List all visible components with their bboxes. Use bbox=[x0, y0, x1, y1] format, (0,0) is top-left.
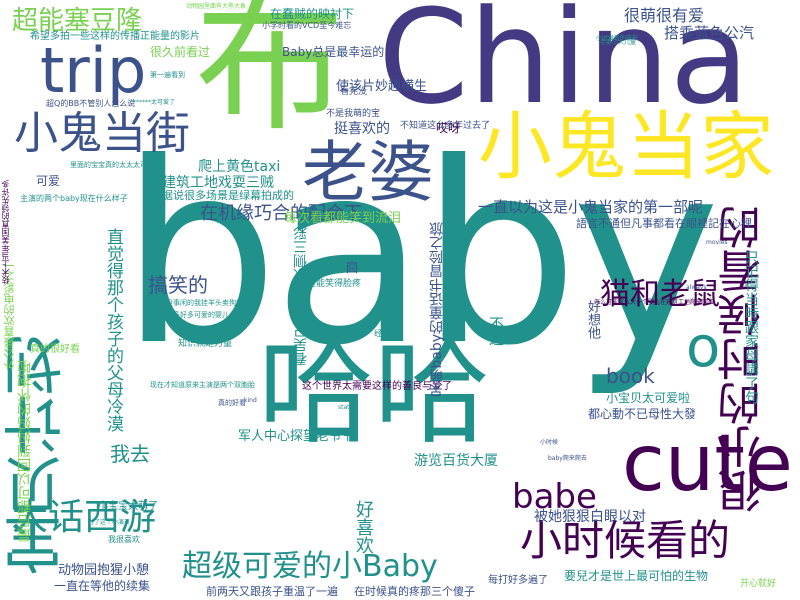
word-youxi: 游览百货大厦 bbox=[414, 453, 498, 469]
word-aiya: 哎呀 bbox=[436, 121, 461, 135]
word-jushuo: 据说很多场景是绿幕拍成的 bbox=[162, 189, 294, 202]
word-baby-zong: Baby总是最幸运的 bbox=[282, 45, 385, 59]
word-zhuanyi: 很久前看过 bbox=[150, 45, 211, 59]
word-henmeng: 很萌很有爱 bbox=[624, 6, 705, 25]
word-kandao: 看完没 bbox=[340, 87, 368, 97]
word-zhijue: 直觉得那个孩子的父母冷漠 bbox=[103, 228, 123, 432]
word-junren: 军人中心探望老爷爷 bbox=[238, 429, 356, 444]
word-haha: 哈哈 bbox=[258, 325, 490, 460]
word-xiwang: 希望多拍一些这样的传播正能量的影片 bbox=[30, 31, 200, 42]
word-xgdj-street: 小鬼当街 bbox=[14, 108, 190, 159]
word-zaizeige: 在蠢贼的映衬下 bbox=[270, 7, 355, 21]
word-yiqian: 一直以为这是小鬼当家的第一部呢 bbox=[478, 198, 704, 216]
word-gaoxiao: 搞笑的 bbox=[148, 273, 208, 297]
word-s21: 为了这个小演员 bbox=[88, 519, 131, 526]
word-s36: baby爬来爬去 bbox=[548, 455, 587, 462]
word-jiong: 囧 bbox=[346, 261, 359, 275]
word-haoxi: 好喜欢 bbox=[353, 500, 374, 554]
word-buguo: 不过 bbox=[487, 316, 505, 346]
word-s7: 里面的宝宝真的太太太可爱了 bbox=[70, 161, 161, 169]
word-yuyan: 語言不通但凡事都看在眼裡記在心裡 bbox=[576, 217, 752, 230]
word-xiaoshihou: 小时候看的 bbox=[520, 516, 731, 565]
word-yizhi: 一直在等他的续集 bbox=[54, 579, 151, 593]
word-book: book bbox=[606, 364, 655, 388]
word-s43: 小时候看的电影 bbox=[596, 35, 639, 42]
word-bu-zhidao: 不知道这么多年过去了 bbox=[400, 121, 491, 131]
word-chaoneng: 超能塞豆隆 bbox=[12, 6, 143, 36]
word-chaoji: 超级可爱的小Baby bbox=[182, 549, 438, 584]
word-cong: 呆萌baby的童话书冒险之旅 bbox=[429, 222, 445, 397]
word-s26: 怎么可能这么大一个婴儿在建筑工地爬来爬去 bbox=[594, 299, 715, 306]
word-china: China bbox=[378, 0, 750, 133]
word-mao: 猫和老鼠 bbox=[600, 277, 720, 312]
word-bushi: 不是我萌的宝 bbox=[326, 109, 381, 119]
word-s3: 老婆三大儿童 bbox=[600, 39, 637, 46]
word-trip: trip bbox=[40, 34, 147, 107]
word-xiaobaobei: 小宝贝太可爱啦 bbox=[606, 391, 691, 405]
word-s20: 第一遍看到 bbox=[150, 71, 185, 79]
word-mi: movies bbox=[706, 239, 728, 246]
word-always: always bbox=[686, 284, 707, 291]
word-s31: 经典 bbox=[374, 329, 390, 338]
word-bei-hen: 被她狠狠白眼以对 bbox=[534, 509, 646, 525]
word-zhizhiyou: 只记得当時跟家母講了句 bbox=[743, 250, 759, 404]
word-pa: 爬上黄色taxi bbox=[198, 159, 281, 175]
word-bu: 布 bbox=[195, 0, 346, 152]
word-kanzhe: 看吴只想給這家侧三彩 bbox=[293, 226, 309, 366]
word-shiyong: 使该片妙趣横生 bbox=[336, 79, 428, 94]
word-haoxiang: 好想他 bbox=[585, 300, 600, 339]
word-zhenai: 真的好看 bbox=[218, 399, 246, 407]
word-babe: babe bbox=[512, 477, 597, 517]
word-tingkeai: 挺喜欢的 bbox=[334, 121, 390, 137]
word-meiqing: 每打好多遍了 bbox=[488, 575, 548, 586]
word-s13: 知识就是力量 bbox=[178, 339, 233, 349]
word-s2: 小学时看的VCD至今难忘 bbox=[262, 21, 352, 30]
word-cute: cute bbox=[622, 419, 793, 509]
word-o: o bbox=[686, 315, 721, 380]
word-status: status bbox=[338, 404, 357, 411]
word-baby: baby bbox=[120, 109, 721, 400]
word-zuiqin: 最后都可以回到妈妈的怀抱啦 bbox=[17, 360, 33, 542]
word-s34: 小时候 bbox=[540, 439, 559, 446]
word-zhenda: 真的很好看 bbox=[30, 344, 80, 355]
word-s11: 好多好多可爱的婴儿 bbox=[166, 311, 229, 319]
word-woqu: 我去 bbox=[110, 442, 150, 466]
word-xgdj-right: 小鬼当家 bbox=[478, 104, 774, 190]
word-s18: 超Q的BB不管别人怎么说 bbox=[46, 99, 136, 108]
word-xiaobao: 小宝宝太萌了 bbox=[98, 501, 158, 512]
word-s14: 还是能笑得脸疼 bbox=[298, 279, 362, 289]
word-kaixin: 开心就好 bbox=[740, 579, 777, 589]
word-dacheng: 搭乘蓝色公汽 bbox=[664, 24, 755, 42]
word-kind: kind bbox=[244, 397, 257, 404]
word-zairen: 在机缘巧合的配合下 bbox=[200, 203, 362, 224]
word-dongwuyuan: 动物园抱猩小憩 bbox=[58, 563, 150, 578]
word-keai: 可爱 bbox=[36, 174, 61, 188]
word-s10: 没事闲的我挂羊头卖狗肉 bbox=[166, 299, 243, 307]
word-qianyu: 前两天又跟孩子重温了一遍 bbox=[206, 585, 338, 598]
word-s19: *******太可爱了 bbox=[130, 99, 176, 106]
word-yaoerhai: 要兒才是世上最可怕的生物 bbox=[564, 569, 709, 583]
word-meici: 每次看都能笑到流泪 bbox=[284, 211, 402, 226]
word-s1: 动物园里面有大熊大象 bbox=[186, 3, 247, 10]
word-doulu: 都心動不已母性大發 bbox=[588, 407, 697, 421]
word-s8: 主演的两个baby现在什么样子 bbox=[20, 194, 128, 203]
word-dahua: 大话西游 bbox=[12, 497, 157, 538]
word-zai-shijie: 这个世界太需要这样的善良与爱了 bbox=[302, 381, 452, 392]
word-s17: 技术上当年美国真的领先许多 bbox=[1, 180, 10, 284]
word-jianzhu: 建筑工地戏耍三贼 bbox=[162, 175, 274, 191]
word-s23: 我很喜欢 bbox=[108, 535, 140, 544]
word-s12: 现在才知道原来主演是两个双胞胎 bbox=[150, 381, 255, 389]
word-laopo: 老婆 bbox=[302, 134, 434, 211]
word-dangshi: 在时候真的疼那三个傻子 bbox=[354, 585, 475, 598]
